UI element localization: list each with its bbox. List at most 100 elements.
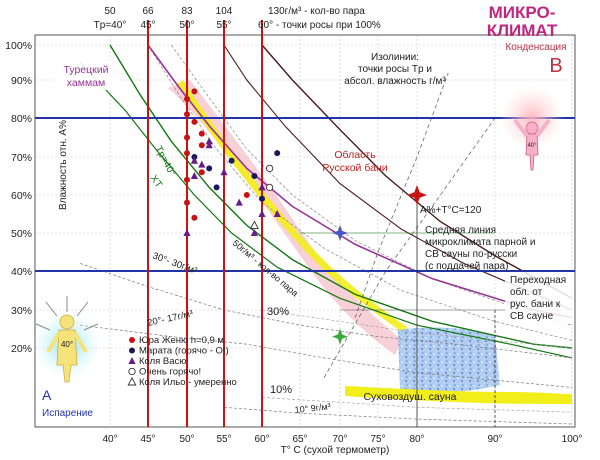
- title-line2: КЛИМАТ: [487, 21, 558, 40]
- turkish-hammam-line1: Турецкий: [64, 64, 109, 76]
- x-tick-label: 45°: [140, 434, 155, 445]
- top-axis-row2-label: 55°: [216, 20, 231, 31]
- xt-label: XT: [148, 173, 164, 190]
- top-axis-row2-label: 60° - точки росы при 100%: [258, 20, 381, 31]
- y-tick-label: 80%: [11, 113, 32, 125]
- special-point-red: [407, 185, 427, 205]
- top-axis-row2-label: 45°: [140, 20, 155, 31]
- legend-label: Марата (горячо - О!): [139, 346, 229, 357]
- isolines-line1: Изолинии:: [371, 52, 419, 63]
- data-point: [191, 118, 198, 125]
- top-axis-row2-first: Tр=40°: [94, 20, 127, 31]
- evaporation-block: 40° А Испарение: [33, 296, 101, 419]
- legend-marker: [127, 377, 137, 386]
- data-point: [250, 229, 258, 236]
- data-point: [265, 164, 274, 173]
- top-axis-row1-label: 130г/м³ - кол-во пара: [268, 6, 365, 17]
- y-tick-label: 100%: [5, 40, 32, 52]
- middle-line-l1: Средняя линия: [425, 225, 496, 236]
- data-point: [265, 183, 274, 192]
- middle-line-label: Средняя линия микроклимата парной и СВ с…: [425, 225, 535, 272]
- data-points: [183, 88, 281, 236]
- middle-line-l3: СВ сауны по-русски: [425, 249, 517, 260]
- data-point: [258, 210, 266, 217]
- data-point: [184, 134, 190, 141]
- data-point: [274, 150, 281, 157]
- y-tick-label: 60%: [11, 190, 32, 202]
- legend-marker: [128, 367, 136, 376]
- letter-a: А: [42, 387, 52, 403]
- isolines-line3: абсол. влажность г/м³: [344, 75, 446, 87]
- data-point: [198, 130, 205, 137]
- figure-a-icon: [46, 314, 88, 383]
- data-point: [184, 111, 190, 118]
- x-tick-label: 90°: [487, 434, 502, 445]
- g20-curve: [79, 324, 573, 388]
- data-point: [190, 156, 198, 164]
- data-point: [198, 160, 206, 168]
- y-tick-label: 70%: [11, 152, 32, 164]
- y-tick-label: 40%: [11, 266, 32, 278]
- data-point: [258, 183, 266, 191]
- data-point: [206, 165, 213, 172]
- y-tick-label: 50%: [11, 228, 32, 240]
- y-tick-label: 20%: [11, 343, 32, 355]
- data-point: [184, 199, 190, 206]
- top-axis-row1-label: 50: [104, 6, 116, 17]
- legend-marker: [128, 357, 136, 364]
- data-point: [259, 195, 265, 202]
- formula-label: А%+T°C=120: [420, 205, 482, 216]
- x-axis-label: T° C (сухой термометр): [281, 445, 390, 456]
- top-axis-row2-label: 50°: [179, 20, 194, 31]
- middle-line-l2: микроклимата парной и: [425, 237, 535, 248]
- special-points: [332, 185, 427, 345]
- transition-zone: [398, 327, 500, 393]
- transition-l4: СВ сауне: [510, 311, 554, 322]
- evaporation-arrows-icon: [35, 296, 99, 331]
- legend-label: Коля Ильо - умеренно: [139, 377, 237, 388]
- dewpoint-55-curve: [223, 44, 573, 311]
- g30-label: 30°- 30г/м³: [151, 250, 199, 276]
- legend-label: Юра Женю h=0,9 м: [139, 335, 224, 346]
- transition-l3: рус. бани к: [510, 298, 561, 310]
- isolines-label: Изолинии: точки росы Tр и абсол. влажнос…: [344, 52, 446, 87]
- pct10-curve: [261, 397, 573, 413]
- g10-curve: [223, 406, 573, 425]
- figure-b-temp: 40°: [527, 143, 537, 149]
- turkish-hammam-line2: хаммам: [67, 77, 105, 89]
- data-point: [249, 220, 259, 229]
- data-point: [184, 96, 190, 102]
- data-point: [183, 229, 191, 236]
- plot-frame: [34, 34, 576, 428]
- x-tick-label: 70°: [332, 434, 347, 445]
- condensation-block: Конденсация В 40°: [500, 42, 567, 171]
- data-point: [205, 137, 213, 145]
- letter-b: В: [549, 55, 562, 77]
- y-axis-label: Влажность отн. А%: [58, 120, 69, 210]
- data-point: [213, 184, 220, 191]
- data-point: [191, 214, 198, 221]
- special-point-green: [332, 328, 348, 345]
- data-point: [198, 169, 205, 176]
- russian-bath-line1: Область: [334, 149, 376, 161]
- top-axis-row1-label: 104: [216, 6, 233, 17]
- data-point: [251, 173, 258, 179]
- pct30-label: 30%: [267, 306, 289, 318]
- middle-line-l4: (с поддачей пара): [425, 261, 508, 272]
- axes: 40° 45° 50° 55° 60° 65° 70° 75° 80° 90° 100° 20% 30%…: [5, 6, 582, 456]
- pct10-label: 10%: [270, 384, 292, 396]
- data-point: [235, 198, 243, 206]
- evaporation-label: Испарение: [42, 408, 93, 419]
- data-point: [198, 142, 205, 149]
- transition-label: Переходная обл. от рус. бани к СВ сауне: [505, 272, 573, 324]
- data-point: [184, 176, 190, 183]
- dewpoint-60-curve: [261, 44, 573, 299]
- data-point: [190, 172, 198, 179]
- top-axis-row1-label: 83: [181, 6, 193, 17]
- dash-diagonal-1: [354, 72, 449, 318]
- title-line1: МИКРО-: [489, 3, 556, 22]
- g10-label: 10° 9г/м³: [294, 401, 331, 415]
- x-tick-label: 100°: [562, 434, 583, 445]
